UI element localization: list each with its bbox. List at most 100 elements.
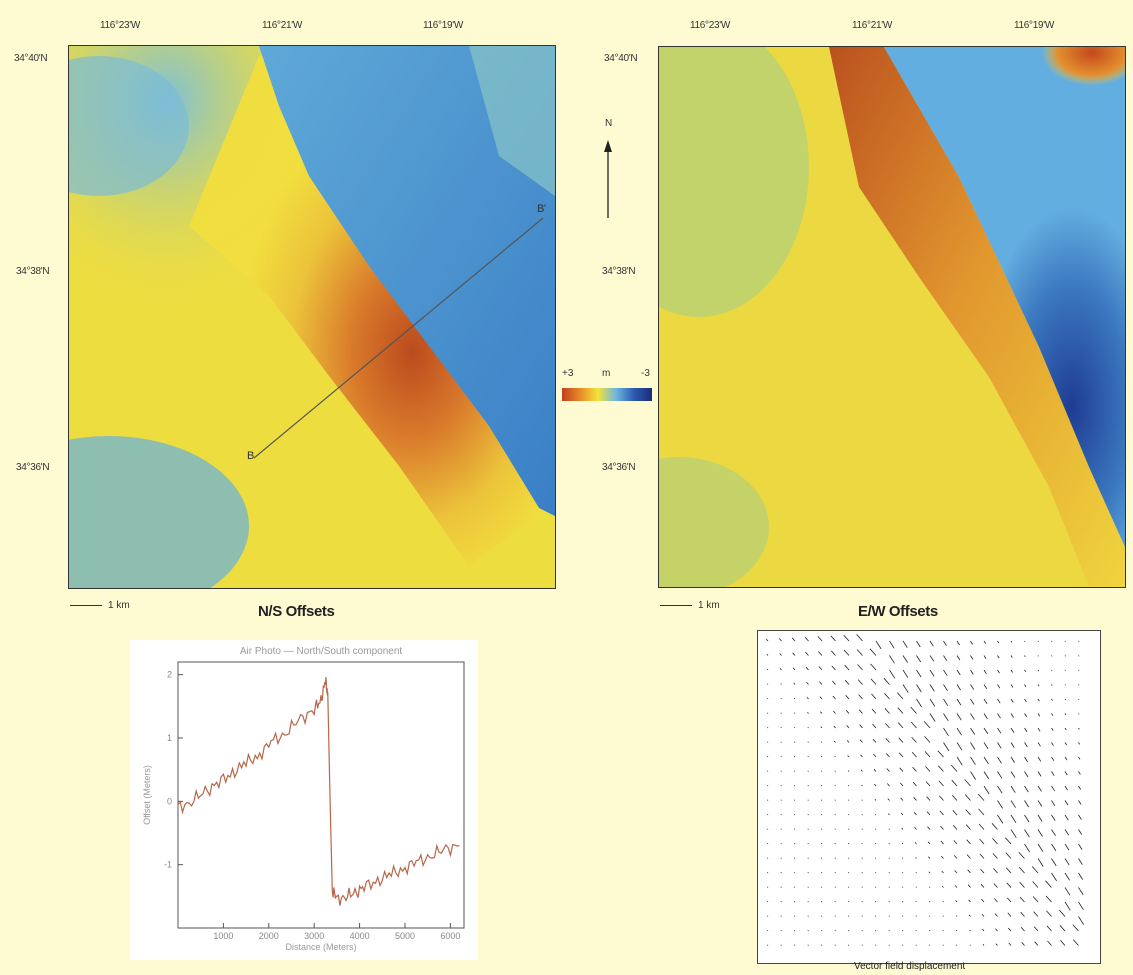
vector-arrow [997, 800, 1003, 809]
vector-arrow [817, 636, 823, 642]
vector-arrow [1064, 814, 1069, 821]
vector-arrow [1051, 800, 1056, 807]
vector-arrow [780, 698, 782, 700]
vector-arrow [902, 655, 908, 663]
vector-arrow [970, 713, 975, 720]
vector-arrow [794, 901, 796, 903]
vector-arrow [871, 693, 877, 700]
vector-arrow [1037, 698, 1040, 702]
vector-arrow [1078, 916, 1085, 925]
vector-arrow [846, 725, 850, 729]
vector-arrow [1024, 655, 1026, 658]
right-lon-tick-1: 116°23'W [690, 20, 731, 31]
vector-arrow [1045, 880, 1052, 888]
vector-arrow [970, 655, 974, 660]
vector-arrow [875, 814, 877, 816]
right-scale-label: 1 km [698, 600, 720, 611]
vector-arrow [1078, 684, 1080, 686]
vector-arrow [956, 930, 958, 932]
vector-arrow [1059, 925, 1066, 932]
vector-arrow [843, 634, 850, 642]
vector-arrow [767, 785, 769, 787]
vector-arrow [1010, 814, 1017, 824]
vector-arrow [1064, 785, 1068, 791]
vector-arrow [821, 814, 823, 816]
vector-arrow [1078, 829, 1083, 835]
vector-arrow [1005, 852, 1012, 859]
vector-arrow [888, 944, 890, 946]
vector-arrow [821, 886, 823, 888]
vector-arrow [929, 713, 936, 722]
vector-arrow [1024, 684, 1027, 688]
vector-arrow [780, 756, 782, 758]
profile-chart: Air Photo — North/South component 1000 200… [142, 646, 465, 952]
vector-arrow [794, 770, 796, 772]
plot-frame [177, 661, 465, 929]
vector-arrow [1078, 814, 1082, 820]
vector-arrow [1051, 742, 1054, 746]
vector-arrow [889, 669, 896, 679]
vector-arrow [1010, 785, 1016, 793]
vector-arrow [1007, 897, 1012, 903]
left-scale-label: 1 km [108, 600, 130, 611]
vector-arrow [807, 930, 809, 932]
vector-arrow [1010, 698, 1014, 703]
vector-arrow [1051, 640, 1053, 643]
vector-arrow [913, 812, 917, 816]
vector-arrow [767, 901, 769, 903]
vector-arrow [979, 853, 985, 859]
vector-arrow [983, 698, 988, 705]
vector-arrow [859, 739, 863, 743]
vector-arrow [794, 756, 796, 758]
vector-arrow [927, 826, 931, 830]
vector-arrow [1078, 843, 1083, 850]
x-tick-label: 2000 [259, 931, 279, 941]
vector-arrow [1018, 866, 1025, 874]
vector-arrow [792, 652, 796, 656]
vector-arrow [956, 669, 961, 676]
vector-arrow [1078, 887, 1084, 895]
vector-arrow [767, 915, 769, 917]
vector-arrow [780, 843, 782, 845]
vector-arrow [902, 901, 904, 903]
vector-arrow [940, 825, 944, 830]
vector-arrow [997, 655, 1000, 659]
vector-field-caption: Vector field displacement [854, 961, 966, 972]
vector-arrow [888, 857, 890, 859]
vector-arrow [860, 769, 863, 772]
vector-arrow [899, 782, 904, 787]
vector-arrow [1006, 867, 1012, 874]
vector-arrow [1037, 771, 1042, 777]
vector-arrow [793, 697, 796, 700]
vector-arrow [1064, 684, 1066, 686]
vector-arrow [983, 771, 990, 780]
vector-arrow [929, 901, 931, 903]
vector-arrow [952, 825, 958, 830]
vector-arrow [1072, 939, 1079, 946]
vector-arrow [1006, 882, 1012, 888]
vector-arrow [901, 827, 904, 830]
vector-arrow [856, 649, 863, 656]
vector-arrow [997, 669, 1000, 674]
y-tick-label: 2 [167, 670, 172, 680]
left-lon-tick-1: 116°23'W [100, 20, 141, 31]
vector-arrow [967, 884, 971, 888]
vector-arrow [937, 750, 944, 758]
vector-arrow [861, 886, 863, 888]
vector-arrow [1059, 909, 1066, 917]
vector-arrow [886, 783, 890, 787]
vector-arrow [873, 768, 877, 772]
vector-arrow [940, 840, 944, 845]
vector-arrow [983, 655, 987, 660]
vector-arrow [780, 828, 782, 830]
vector-arrow [970, 771, 977, 780]
vector-arrow [1047, 940, 1052, 946]
vector-arrow [1051, 771, 1055, 776]
vector-arrow [929, 684, 935, 692]
vector-arrow [929, 669, 935, 677]
profile-label-b-prime: B' [537, 203, 546, 215]
vector-arrow [997, 713, 1001, 719]
vector-arrow [924, 736, 931, 743]
vector-arrow [780, 915, 782, 917]
vector-arrow [997, 727, 1002, 734]
